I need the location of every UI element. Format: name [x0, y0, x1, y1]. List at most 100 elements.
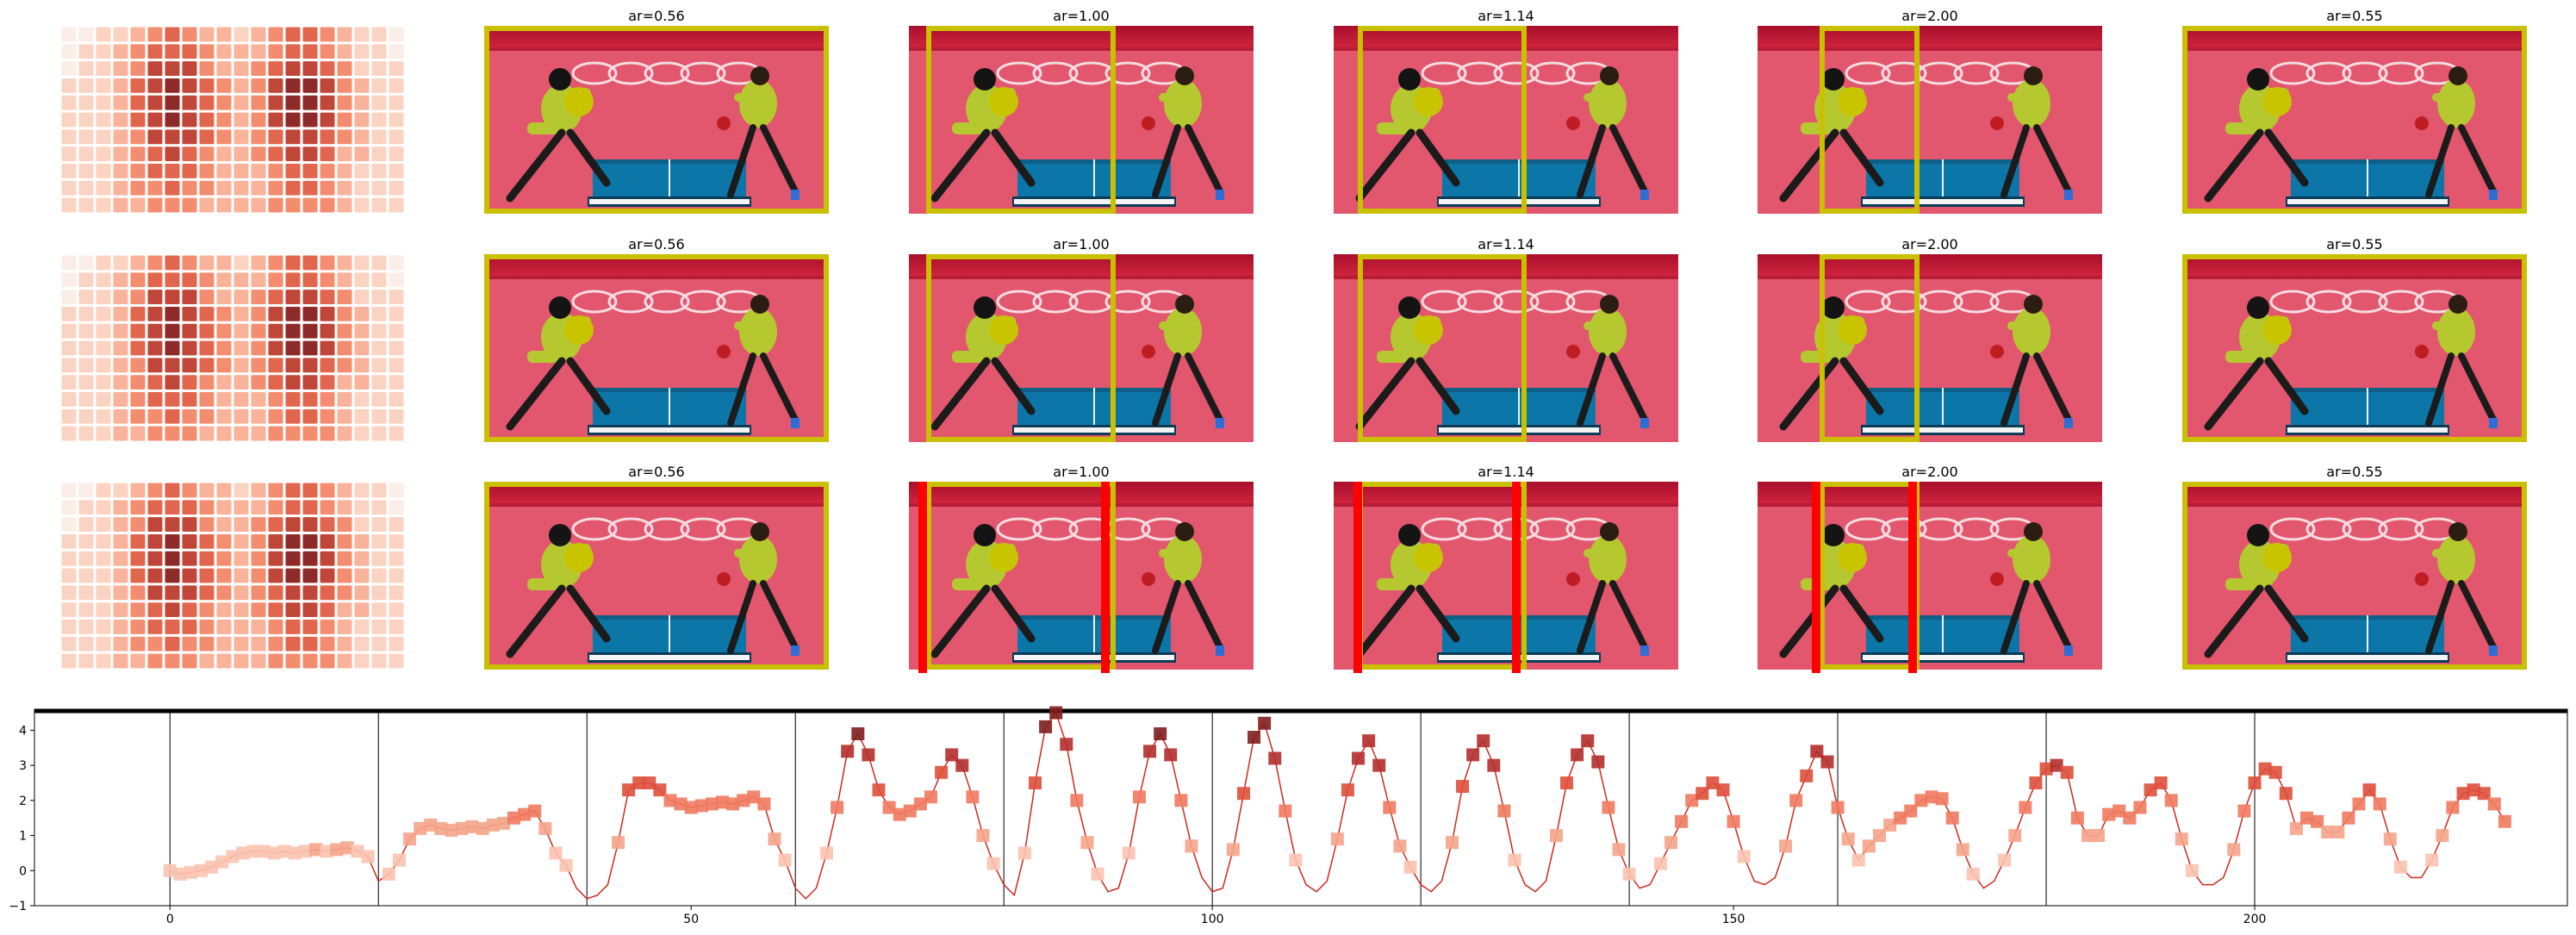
heatmap-cell — [61, 95, 77, 110]
heatmap-cell — [389, 61, 404, 76]
heatmap-cell — [199, 500, 215, 515]
heatmap-cell — [268, 129, 283, 145]
panel-title: ar=0.56 — [628, 8, 684, 24]
data-point — [2373, 797, 2386, 811]
table-tennis-photo — [484, 26, 829, 214]
heatmap-cell — [78, 146, 94, 162]
heatmap-cell — [216, 255, 232, 271]
data-point — [1497, 804, 1511, 818]
heatmap-cell — [78, 78, 94, 93]
data-point — [1737, 850, 1751, 863]
heatmap-cell — [302, 620, 318, 634]
heatmap-cell — [113, 653, 128, 669]
data-point — [632, 776, 646, 789]
data-point — [320, 845, 333, 858]
heatmap-cell — [113, 255, 128, 271]
heatmap-cell — [233, 180, 249, 196]
heatmap-cell — [251, 636, 266, 651]
data-point — [1966, 867, 1980, 881]
heatmap-cell — [320, 408, 335, 424]
heatmap-cell — [130, 255, 146, 271]
heatmap-cell — [78, 27, 94, 42]
crop-panel: ar=0.56 — [484, 8, 829, 214]
data-point — [1383, 801, 1397, 814]
heatmap-cell — [216, 95, 232, 110]
heatmap-cell — [302, 272, 318, 288]
data-point — [2300, 811, 2314, 825]
heatmap-cell — [354, 290, 370, 304]
heatmap-cell — [389, 392, 404, 407]
heatmap-cell — [130, 483, 146, 498]
heatmap-cell — [96, 323, 111, 339]
heatmap-cell — [182, 408, 197, 424]
data-point — [1039, 720, 1053, 733]
heatmap-cell — [216, 164, 232, 178]
data-point — [2362, 783, 2376, 797]
heatmap-cell — [130, 340, 146, 356]
heatmap-cell — [268, 272, 283, 288]
heatmap-cell — [389, 95, 404, 110]
heatmap-cell — [337, 272, 352, 288]
heatmap-cell — [216, 61, 232, 76]
heatmap-cell — [371, 61, 387, 76]
heatmap-cell — [199, 95, 215, 110]
heatmap-cell — [113, 426, 128, 441]
heatmap-cell — [96, 112, 111, 128]
data-point — [1028, 776, 1042, 789]
heatmap-cell — [354, 44, 370, 59]
heatmap-cell — [320, 306, 335, 321]
heatmap-cell — [199, 533, 215, 549]
heatmap-cell — [96, 340, 111, 356]
heatmap-cell — [147, 129, 163, 145]
heatmap-cell — [233, 392, 249, 407]
heatmap-cell — [147, 95, 163, 110]
heatmap-cell — [354, 585, 370, 601]
heatmap-cell — [285, 620, 301, 634]
heatmap-cell — [268, 27, 283, 42]
seam-marker — [1908, 482, 1917, 673]
heatmap-cell — [354, 517, 370, 532]
heatmap-cell — [130, 653, 146, 669]
heatmap-cell — [285, 146, 301, 162]
heatmap-cell — [165, 500, 180, 515]
data-point — [340, 841, 354, 855]
heatmap-cell — [302, 255, 318, 271]
data-point — [486, 818, 500, 832]
panel-title: ar=1.00 — [1053, 236, 1109, 252]
crop-box — [484, 482, 829, 670]
data-point — [1935, 792, 1949, 806]
heatmap-cell — [285, 78, 301, 93]
heatmap-cell — [389, 340, 404, 356]
heatmap-cell — [389, 358, 404, 373]
heatmap-cell — [354, 323, 370, 339]
heatmap-cell — [337, 426, 352, 441]
data-point — [1341, 783, 1354, 797]
heatmap-cell — [302, 653, 318, 669]
heatmap-cell — [302, 358, 318, 373]
heatmap-cell — [96, 500, 111, 515]
heatmap-cell — [233, 620, 249, 634]
heatmap-cell — [78, 551, 94, 566]
heatmap-cell — [389, 408, 404, 424]
heatmap-cell — [337, 180, 352, 196]
heatmap-cell — [302, 517, 318, 532]
heatmap-cell — [130, 585, 146, 601]
heatmap-cell — [268, 375, 283, 390]
x-tick-label: 200 — [2243, 913, 2267, 926]
heatmap-cell — [302, 340, 318, 356]
heatmap-cell — [147, 533, 163, 549]
heatmap-cell — [233, 164, 249, 178]
heatmap-cell — [337, 568, 352, 583]
heatmap-cell — [61, 61, 77, 76]
seam-marker — [1101, 482, 1110, 673]
heatmap-cell — [389, 112, 404, 128]
heatmap-cell — [61, 602, 77, 618]
heatmap-cell — [233, 517, 249, 532]
heatmap-cell — [96, 517, 111, 532]
data-point — [267, 846, 281, 860]
data-point — [414, 821, 427, 835]
heatmap-cell — [233, 375, 249, 390]
heatmap-cell — [251, 180, 266, 196]
heatmap-cell — [61, 306, 77, 321]
data-point — [1060, 738, 1073, 751]
